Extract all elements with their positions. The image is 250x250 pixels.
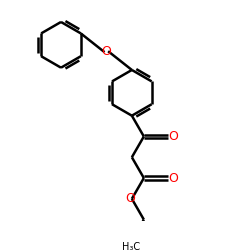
Text: H₃C: H₃C	[122, 242, 140, 250]
Text: O: O	[102, 45, 111, 58]
Text: O: O	[125, 192, 135, 205]
Text: O: O	[168, 172, 178, 184]
Text: O: O	[168, 130, 178, 143]
